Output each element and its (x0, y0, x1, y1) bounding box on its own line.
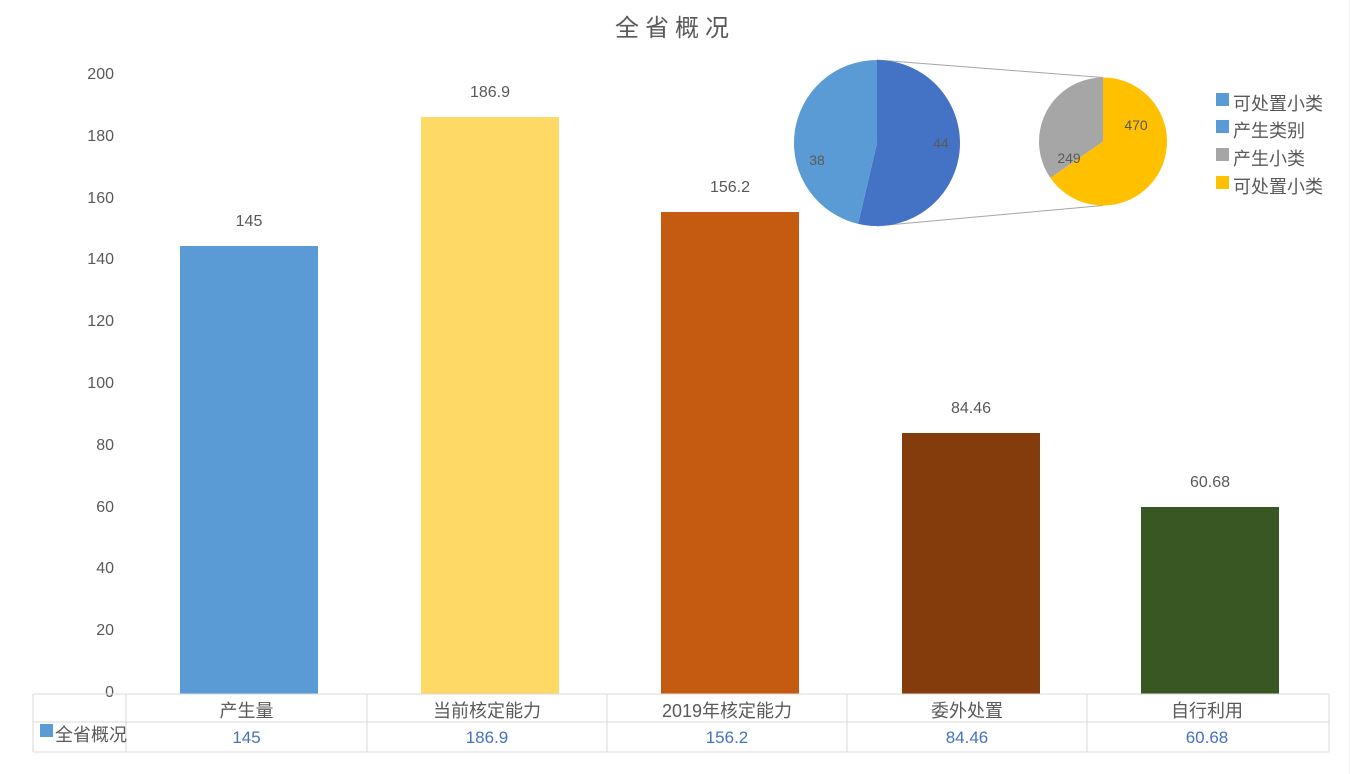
svg-text:44: 44 (933, 135, 949, 151)
svg-text:249: 249 (1057, 150, 1081, 166)
svg-text:470: 470 (1124, 117, 1148, 133)
svg-text:38: 38 (809, 152, 825, 168)
